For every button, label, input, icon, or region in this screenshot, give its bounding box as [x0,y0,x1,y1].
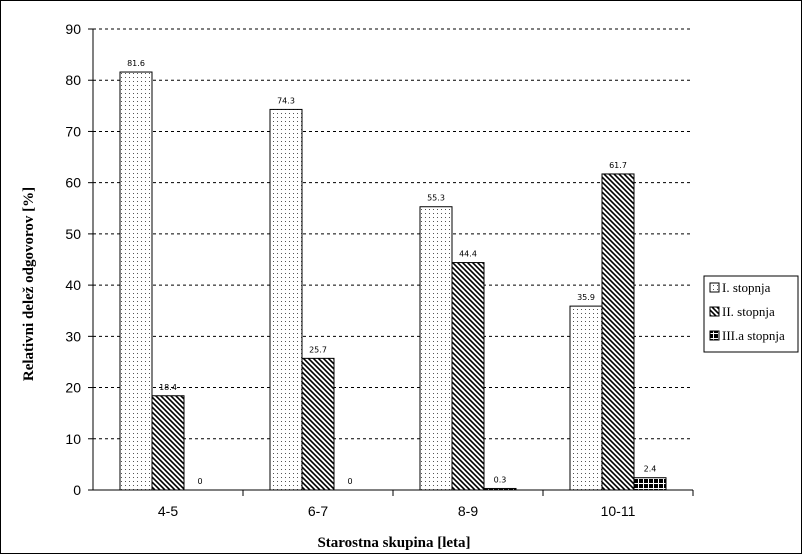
bars [119,71,667,491]
y-tick-label-60: 60 [65,175,81,191]
data-label-3-6-7: 0 [347,477,352,486]
y-tick-label-90: 90 [65,21,81,37]
bar-3-10-11 [633,477,667,491]
y-tick-label-40: 40 [65,277,81,293]
x-tick-label-4-5: 4-5 [158,503,178,519]
data-label-1-8-9: 55.3 [427,194,445,203]
legend: I. stopnja II. stopnja III.a stopnja [703,275,799,353]
data-label-1-10-11: 35.9 [577,293,595,302]
legend-swatch-1 [709,282,720,293]
bar-2-8-9 [451,262,485,491]
y-tick-label-10: 10 [65,431,81,447]
data-label-3-10-11: 2.4 [644,465,657,474]
data-label-2-6-7: 25.7 [309,345,327,354]
legend-label-1: I. stopnja [722,280,771,295]
legend-swatch-3 [709,330,720,341]
bar-1-8-9 [419,206,453,491]
data-label-2-8-9: 44.4 [459,250,477,259]
y-tick-label-20: 20 [65,380,81,396]
legend-swatch-2 [709,306,720,317]
x-axis-title: Starostna skupina [leta] [317,535,470,551]
y-tick-label-70: 70 [65,123,81,139]
data-label-2-10-11: 61.7 [609,161,627,170]
data-label-1-4-5: 81.6 [127,59,145,68]
legend-box [703,275,799,353]
x-tick-label-6-7: 6-7 [308,503,328,519]
y-axis-title: Relativni delež odgovorov [%] [21,187,37,381]
data-label-3-4-5: 0 [197,477,202,486]
x-tick-label-8-9: 8-9 [458,503,478,519]
bar-2-10-11 [601,173,635,491]
bar-1-6-7 [269,108,303,491]
labels: 0 10 20 30 40 50 60 70 80 90 4-5 81.6 18.4 0 6-7 74.3 25… [65,21,656,519]
y-tick-label-30: 30 [65,328,81,344]
y-tick-label-0: 0 [73,482,81,498]
bar-2-4-5 [151,395,185,491]
legend-label-2: II. stopnja [722,304,775,319]
bar-1-10-11 [569,305,603,491]
y-tick-label-80: 80 [65,72,81,88]
data-label-3-8-9: 0.3 [494,475,507,484]
x-tick-label-10-11: 10-11 [601,503,636,519]
legend-label-3: III.a stopnja [722,328,785,343]
bar-2-6-7 [301,357,335,491]
data-label-1-6-7: 74.3 [277,96,295,105]
axes [88,28,694,496]
data-label-2-4-5: 18.4 [159,383,177,392]
y-tick-label-50: 50 [65,226,81,242]
bar-1-4-5 [119,71,153,491]
